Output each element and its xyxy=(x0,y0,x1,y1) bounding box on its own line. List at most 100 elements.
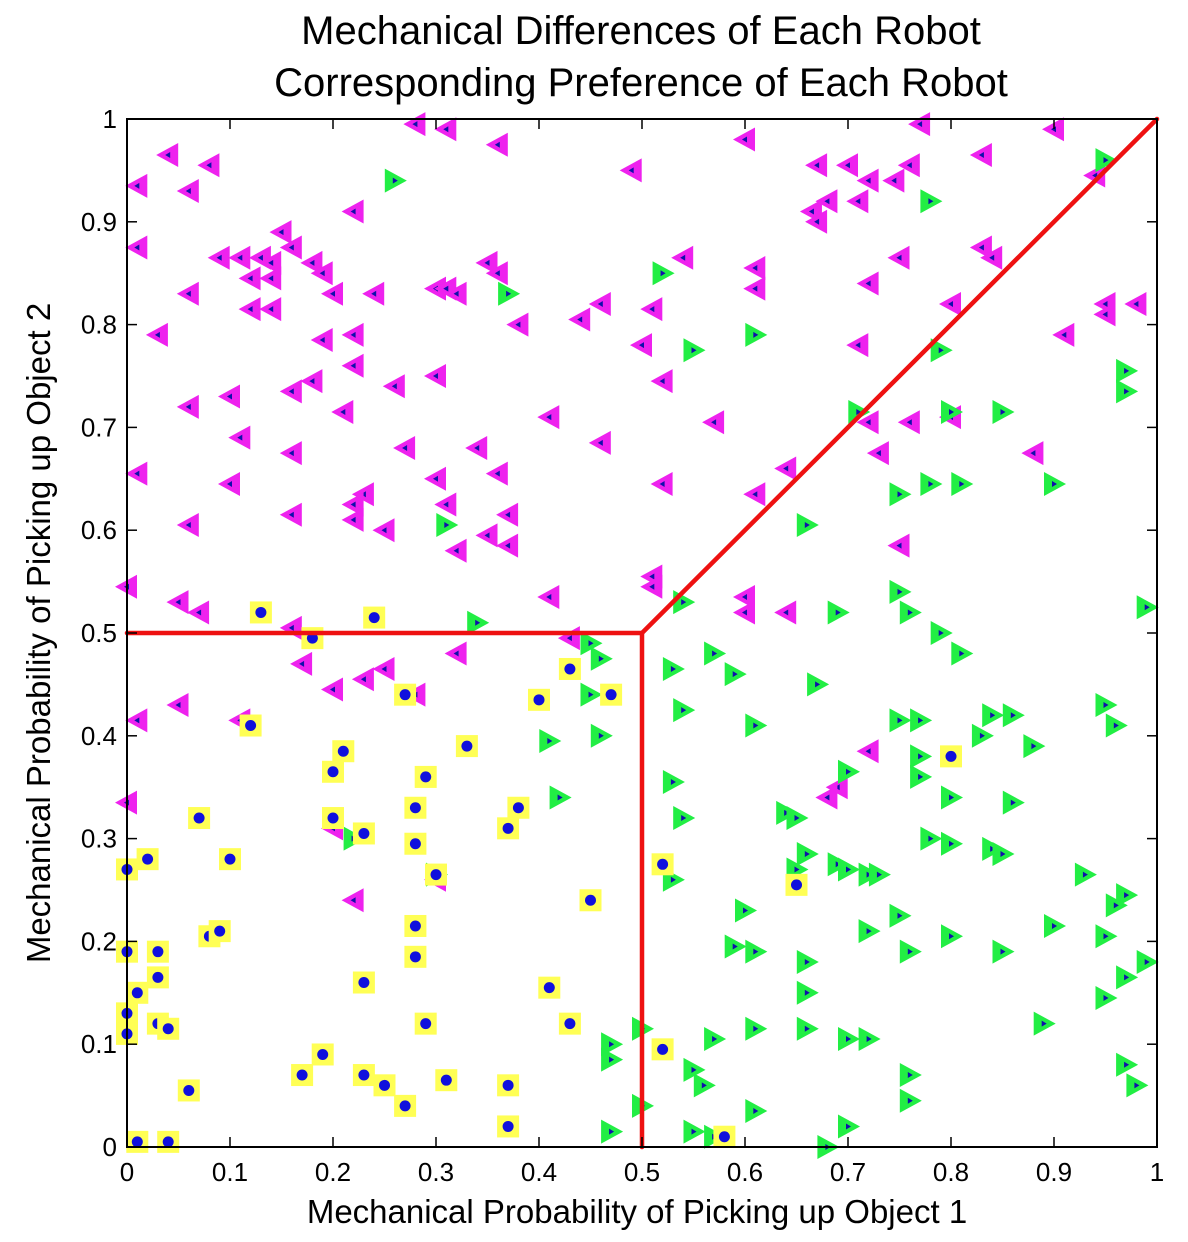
data-point xyxy=(475,250,498,275)
data-point xyxy=(444,641,467,666)
triangle-center xyxy=(175,599,181,606)
data-point xyxy=(455,735,478,758)
data-point xyxy=(126,1130,149,1153)
triangle-center xyxy=(1144,604,1150,611)
data-point xyxy=(805,209,828,234)
triangle-center xyxy=(949,794,954,801)
data-point xyxy=(899,939,922,964)
triangle-center xyxy=(453,650,459,657)
data-point xyxy=(724,662,747,687)
plot-marks xyxy=(115,112,1159,1159)
data-point xyxy=(590,646,613,671)
data-point xyxy=(404,945,427,968)
data-point xyxy=(846,189,869,214)
data-point xyxy=(485,261,508,286)
triangle-center xyxy=(875,450,881,457)
data-point xyxy=(882,168,905,193)
triangle-center xyxy=(475,619,481,626)
triangle-center xyxy=(794,866,800,873)
data-point xyxy=(414,1012,437,1035)
data-point xyxy=(228,425,251,450)
triangle-center xyxy=(546,594,552,601)
triangle-center xyxy=(824,198,830,205)
triangle-center xyxy=(691,1066,697,1073)
triangle-center xyxy=(598,655,604,662)
data-point xyxy=(848,399,871,424)
data-point xyxy=(651,853,674,876)
triangle-center xyxy=(597,301,603,308)
triangle-center xyxy=(732,671,738,678)
data-point xyxy=(249,601,272,624)
square-center-dot xyxy=(162,1023,174,1035)
square-center-dot xyxy=(327,766,339,778)
data-point xyxy=(601,1047,624,1072)
triangle-center xyxy=(257,254,263,261)
data-point xyxy=(507,796,530,819)
data-point xyxy=(414,765,437,788)
square-center-dot xyxy=(605,689,617,701)
triangle-center xyxy=(804,522,810,529)
triangle-center xyxy=(753,948,759,955)
data-point xyxy=(856,271,879,296)
triangle-center xyxy=(949,408,954,415)
triangle-center xyxy=(659,480,665,487)
triangle-center xyxy=(660,270,666,277)
triangle-center xyxy=(412,121,418,128)
data-point xyxy=(434,492,457,517)
triangle-center xyxy=(309,378,315,385)
data-point xyxy=(683,1057,706,1082)
triangle-center xyxy=(247,275,253,282)
data-point xyxy=(372,518,395,543)
triangle-center xyxy=(237,254,243,261)
x-tick-label: 0.3 xyxy=(418,1157,454,1187)
data-point xyxy=(208,920,231,943)
data-point xyxy=(619,158,642,183)
data-point xyxy=(279,441,302,466)
data-point xyxy=(444,538,467,563)
triangle-center xyxy=(846,866,851,873)
y-tick-label: 0.3 xyxy=(81,824,117,854)
data-point xyxy=(774,456,797,481)
data-point xyxy=(424,364,446,388)
triangle-center xyxy=(1144,958,1150,965)
triangle-center xyxy=(808,208,814,215)
triangle-center xyxy=(681,599,687,606)
triangle-center xyxy=(1030,450,1036,457)
data-point xyxy=(887,533,910,558)
data-point xyxy=(197,153,220,178)
data-point xyxy=(980,245,1003,270)
triangle-center xyxy=(732,943,738,950)
triangle-center xyxy=(712,1036,718,1043)
square-center-dot xyxy=(791,879,802,891)
square-center-dot xyxy=(430,869,442,881)
triangle-center xyxy=(206,162,212,169)
square-center-dot xyxy=(193,812,205,824)
data-point xyxy=(1044,471,1066,496)
square-center-dot xyxy=(245,720,257,732)
data-point xyxy=(908,112,931,137)
triangle-center xyxy=(134,717,140,724)
triangle-center xyxy=(330,290,335,297)
triangle-center xyxy=(134,182,140,189)
data-point xyxy=(992,939,1015,964)
triangle-center xyxy=(804,989,810,996)
data-point xyxy=(269,220,292,245)
data-point xyxy=(630,333,652,358)
x-tick-label: 0.6 xyxy=(727,1157,763,1187)
triangle-center xyxy=(691,347,697,354)
data-point xyxy=(166,590,189,615)
triangle-center xyxy=(494,270,500,277)
data-point xyxy=(311,1043,334,1066)
data-point xyxy=(362,281,385,306)
data-point xyxy=(219,848,241,871)
triangle-center xyxy=(743,907,748,914)
triangle-center xyxy=(949,840,954,847)
triangle-center xyxy=(783,609,789,616)
decision-boundaries xyxy=(124,116,1160,1150)
data-point xyxy=(815,785,838,810)
data-point xyxy=(537,405,560,430)
data-point xyxy=(785,873,808,896)
data-point xyxy=(321,281,343,306)
triangle-center xyxy=(1041,1020,1047,1027)
